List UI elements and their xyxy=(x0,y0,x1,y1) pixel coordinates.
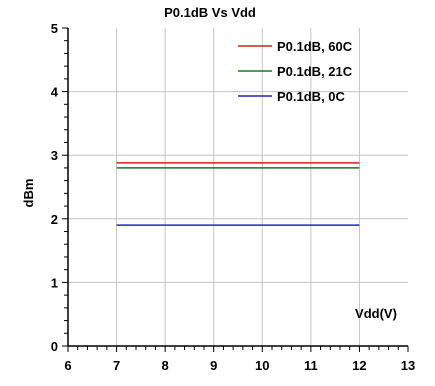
y-tick-label: 4 xyxy=(51,85,59,100)
x-tick-label: 10 xyxy=(255,358,269,373)
x-tick-label: 13 xyxy=(401,358,415,373)
x-tick-label: 11 xyxy=(304,358,318,373)
y-tick-label: 1 xyxy=(51,275,58,290)
y-tick-label: 5 xyxy=(51,21,58,36)
x-tick-label: 7 xyxy=(113,358,120,373)
y-tick-label: 3 xyxy=(51,148,58,163)
x-tick-label: 8 xyxy=(162,358,169,373)
x-axis-label: Vdd(V) xyxy=(355,306,397,321)
chart-title: P0.1dB Vs Vdd xyxy=(164,5,256,20)
y-axis-label: dBm xyxy=(21,179,36,208)
series-lines xyxy=(116,162,360,226)
x-tick-label: 9 xyxy=(210,358,217,373)
legend-label-1: P0.1dB, 21C xyxy=(277,64,353,79)
legend-label-2: P0.1dB, 0C xyxy=(277,89,346,104)
grid xyxy=(68,28,408,346)
legend: P0.1dB, 60C P0.1dB, 21C P0.1dB, 0C xyxy=(238,39,353,104)
y-tick-label: 2 xyxy=(51,212,58,227)
legend-label-0: P0.1dB, 60C xyxy=(277,39,353,54)
y-tick-label: 0 xyxy=(51,339,58,354)
x-tick-label: 6 xyxy=(64,358,71,373)
axes xyxy=(62,27,409,352)
x-tick-label: 12 xyxy=(352,358,366,373)
